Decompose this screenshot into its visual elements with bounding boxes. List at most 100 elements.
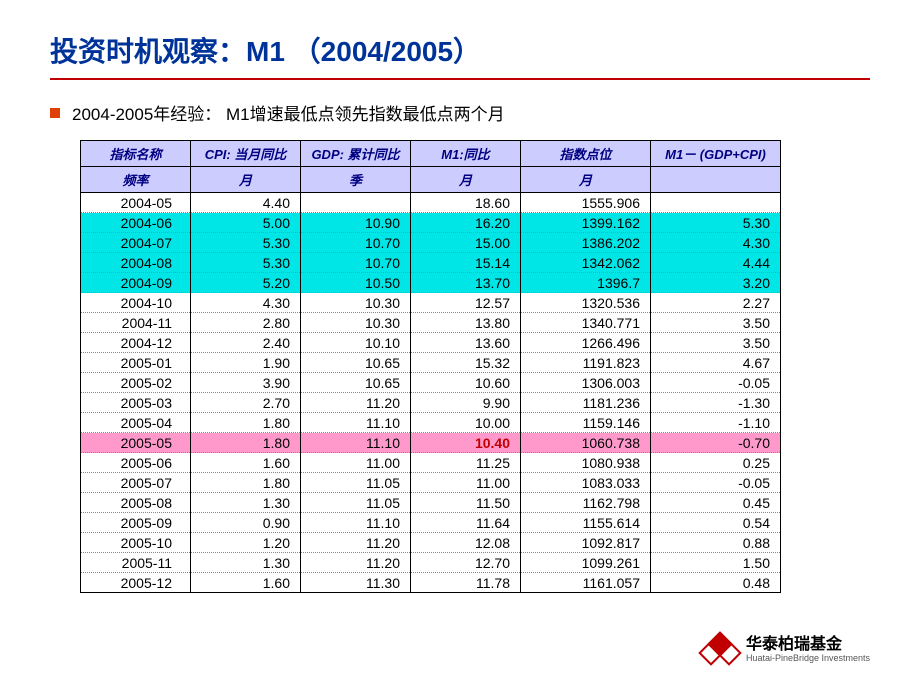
- table-cell: 1306.003: [521, 373, 651, 393]
- table-cell: 18.60: [411, 193, 521, 213]
- table-cell: 1092.817: [521, 533, 651, 553]
- table-cell: 1159.146: [521, 413, 651, 433]
- table-cell: 1399.162: [521, 213, 651, 233]
- table-cell: 11.25: [411, 453, 521, 473]
- table-cell: 1.60: [191, 573, 301, 593]
- logo-text: 华泰柏瑞基金 Huatai-PineBridge Investments: [746, 636, 870, 663]
- table-cell: 10.30: [301, 313, 411, 333]
- table-cell: 2004-07: [81, 233, 191, 253]
- table-cell: 2005-12: [81, 573, 191, 593]
- table-cell: 1.80: [191, 473, 301, 493]
- slide-title: 投资时机观察：M1 （2004/2005）: [50, 30, 870, 70]
- table-cell: 9.90: [411, 393, 521, 413]
- table-row: 2004-112.8010.3013.801340.7713.50: [81, 313, 781, 333]
- table-cell: 12.57: [411, 293, 521, 313]
- table-cell: 1083.033: [521, 473, 651, 493]
- table-cell: 4.30: [651, 233, 781, 253]
- header-col-4: 指数点位: [521, 141, 651, 167]
- table-cell: 11.78: [411, 573, 521, 593]
- table-cell: 1080.938: [521, 453, 651, 473]
- table-cell: 3.90: [191, 373, 301, 393]
- table-cell: 11.20: [301, 553, 411, 573]
- table-cell: 15.14: [411, 253, 521, 273]
- table-cell: 13.60: [411, 333, 521, 353]
- table-cell: 1162.798: [521, 493, 651, 513]
- table-cell: -0.05: [651, 373, 781, 393]
- table-cell: 11.00: [301, 453, 411, 473]
- table-cell: 2.40: [191, 333, 301, 353]
- table-cell: 11.00: [411, 473, 521, 493]
- table-cell: 2005-06: [81, 453, 191, 473]
- slide-container: 投资时机观察：M1 （2004/2005） 2004-2005年经验： M1增速…: [0, 0, 920, 613]
- table-cell: 1266.496: [521, 333, 651, 353]
- table-cell: 13.70: [411, 273, 521, 293]
- table-cell: 1320.536: [521, 293, 651, 313]
- table-cell: 2.70: [191, 393, 301, 413]
- table-cell: 1161.057: [521, 573, 651, 593]
- logo-en: Huatai-PineBridge Investments: [746, 654, 870, 664]
- table-cell: 1.90: [191, 353, 301, 373]
- table-cell: 0.90: [191, 513, 301, 533]
- table-cell: -0.70: [651, 433, 781, 453]
- table-cell: 2005-01: [81, 353, 191, 373]
- table-cell: 4.40: [191, 193, 301, 213]
- header2-col-4: 月: [521, 167, 651, 193]
- table-row: 2005-101.2011.2012.081092.8170.88: [81, 533, 781, 553]
- table-row: 2005-061.6011.0011.251080.9380.25: [81, 453, 781, 473]
- table-cell: 5.30: [191, 233, 301, 253]
- table-row: 2005-023.9010.6510.601306.003-0.05: [81, 373, 781, 393]
- table-cell: 1.50: [651, 553, 781, 573]
- table-cell: 10.70: [301, 233, 411, 253]
- table-cell: 3.50: [651, 333, 781, 353]
- header-col-0: 指标名称: [81, 141, 191, 167]
- table-cell: 16.20: [411, 213, 521, 233]
- table-row: 2004-122.4010.1013.601266.4963.50: [81, 333, 781, 353]
- table-cell: 11.30: [301, 573, 411, 593]
- table-cell: 1396.7: [521, 273, 651, 293]
- table-cell: 1181.236: [521, 393, 651, 413]
- header2-col-2: 季: [301, 167, 411, 193]
- table-cell: 11.20: [301, 393, 411, 413]
- logo-icon: [702, 635, 738, 665]
- header2-col-5: [651, 167, 781, 193]
- table-container: 指标名称 CPI: 当月同比 GDP: 累计同比 M1:同比 指数点位 M1－ …: [80, 140, 870, 593]
- header-col-2: GDP: 累计同比: [301, 141, 411, 167]
- table-cell: 2005-07: [81, 473, 191, 493]
- table-cell: 0.48: [651, 573, 781, 593]
- bullet-icon: [50, 108, 60, 118]
- table-cell: 12.70: [411, 553, 521, 573]
- table-cell: 0.88: [651, 533, 781, 553]
- table-cell: 1.30: [191, 553, 301, 573]
- table-cell: 0.54: [651, 513, 781, 533]
- table-body: 2004-054.4018.601555.9062004-065.0010.90…: [81, 193, 781, 593]
- table-cell: 13.80: [411, 313, 521, 333]
- table-cell: 4.67: [651, 353, 781, 373]
- table-cell: 2005-11: [81, 553, 191, 573]
- table-row: 2005-121.6011.3011.781161.0570.48: [81, 573, 781, 593]
- table-cell: 11.64: [411, 513, 521, 533]
- table-cell: 2005-04: [81, 413, 191, 433]
- table-cell: 11.50: [411, 493, 521, 513]
- table-cell: -1.10: [651, 413, 781, 433]
- table-cell: 2004-12: [81, 333, 191, 353]
- table-cell: 15.32: [411, 353, 521, 373]
- table-cell: 12.08: [411, 533, 521, 553]
- table-cell: 3.20: [651, 273, 781, 293]
- table-cell: 2004-05: [81, 193, 191, 213]
- table-cell: 1342.062: [521, 253, 651, 273]
- header-col-3: M1:同比: [411, 141, 521, 167]
- subtitle-row: 2004-2005年经验： M1增速最低点领先指数最低点两个月: [50, 100, 870, 125]
- table-cell: 15.00: [411, 233, 521, 253]
- table-cell: 0.25: [651, 453, 781, 473]
- table-cell: 2004-10: [81, 293, 191, 313]
- table-row: 2005-011.9010.6515.321191.8234.67: [81, 353, 781, 373]
- table-cell: 10.30: [301, 293, 411, 313]
- table-row: 2005-051.8011.1010.401060.738-0.70: [81, 433, 781, 453]
- table-cell: 4.44: [651, 253, 781, 273]
- table-cell: 5.00: [191, 213, 301, 233]
- header2-col-3: 月: [411, 167, 521, 193]
- table-cell: 5.30: [651, 213, 781, 233]
- table-cell: 2004-11: [81, 313, 191, 333]
- data-table: 指标名称 CPI: 当月同比 GDP: 累计同比 M1:同比 指数点位 M1－ …: [80, 140, 781, 593]
- table-cell: 2004-06: [81, 213, 191, 233]
